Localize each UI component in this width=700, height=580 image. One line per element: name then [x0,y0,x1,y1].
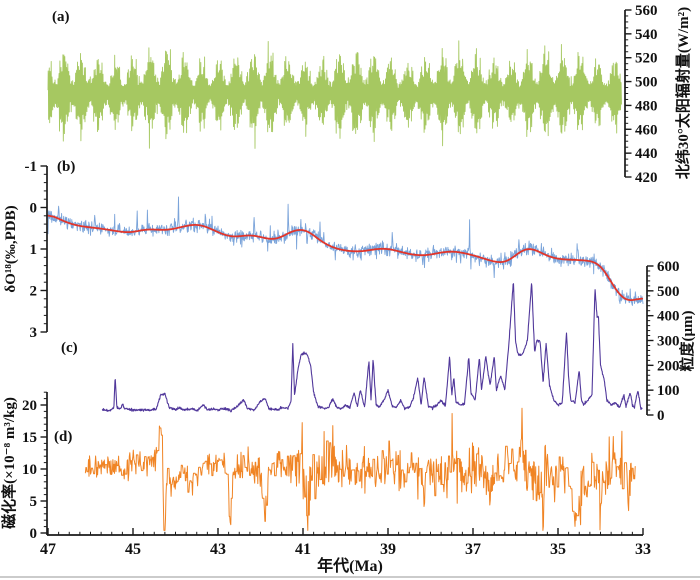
panel-d-label: (d) [54,429,72,445]
tick-label: 2 [30,284,38,300]
x-tick-label: 47 [40,541,56,558]
tick-label: 10 [22,462,37,478]
series-insolation [47,40,622,149]
tick-label: 460 [635,122,658,138]
tick-label: 400 [657,309,680,325]
tick-label: 520 [635,51,658,67]
axis-d-title: 磁化率(×10⁻⁸ m³/kg) [0,397,18,529]
x-axis: 47 45 43 41 39 37 35 33 [40,528,651,558]
axis-a-title: 北纬30°太阳辐射量(W/m²) [674,7,692,179]
tick-label: 15 [22,430,37,446]
tick-label: 0 [30,526,38,542]
x-tick-label: 41 [295,541,311,558]
axis-d: 0 5 10 15 20 [22,391,48,542]
x-tick-label: 37 [465,541,481,558]
tick-label: 560 [635,3,658,19]
tick-label: 0 [30,201,38,217]
series-d18O-smoothed [47,214,644,301]
x-tick-label: 39 [380,541,396,558]
series-magnetic-susceptibility [84,407,636,531]
x-tick-label: 33 [635,541,651,558]
panel-c-label: (c) [61,340,78,356]
tick-label: 0 [657,408,665,424]
tick-label: 600 [657,259,680,275]
tick-label: -1 [25,159,38,175]
panel-a-label: (a) [52,9,70,25]
tick-label: 500 [635,75,658,91]
series-layer [47,40,644,531]
tick-label: 3 [30,325,38,341]
x-tick-label: 43 [210,541,226,558]
tick-label: 1 [30,242,38,258]
axes-layer: 420440460480500520540560-101230100200300… [22,3,680,558]
tick-label: 480 [635,98,658,114]
axis-c: 0 100 200 300 400 500 600 [646,259,680,424]
panel-b-label: (b) [57,159,75,175]
tick-label: 5 [30,494,38,510]
tick-label: 200 [657,358,680,374]
x-axis-title: 年代(Ma) [317,556,383,575]
series-grain-size [101,283,643,413]
tick-label: 100 [657,383,680,399]
tick-label: 540 [635,27,658,43]
tick-label: 20 [22,398,37,414]
tick-label: 300 [657,334,680,350]
tick-label: 420 [635,170,658,186]
x-tick-label: 35 [550,541,566,558]
axis-b-title: δO¹⁸(‰,PDB) [3,205,19,292]
x-tick-label: 45 [125,541,141,558]
tick-label: 500 [657,284,680,300]
tick-label: 440 [635,146,658,162]
axis-a: 420 440 460 480 500 520 540 560 [624,3,658,186]
axis-b: -1 0 1 2 3 [25,159,48,341]
axis-c-title: 粒度(μm) [678,311,696,372]
